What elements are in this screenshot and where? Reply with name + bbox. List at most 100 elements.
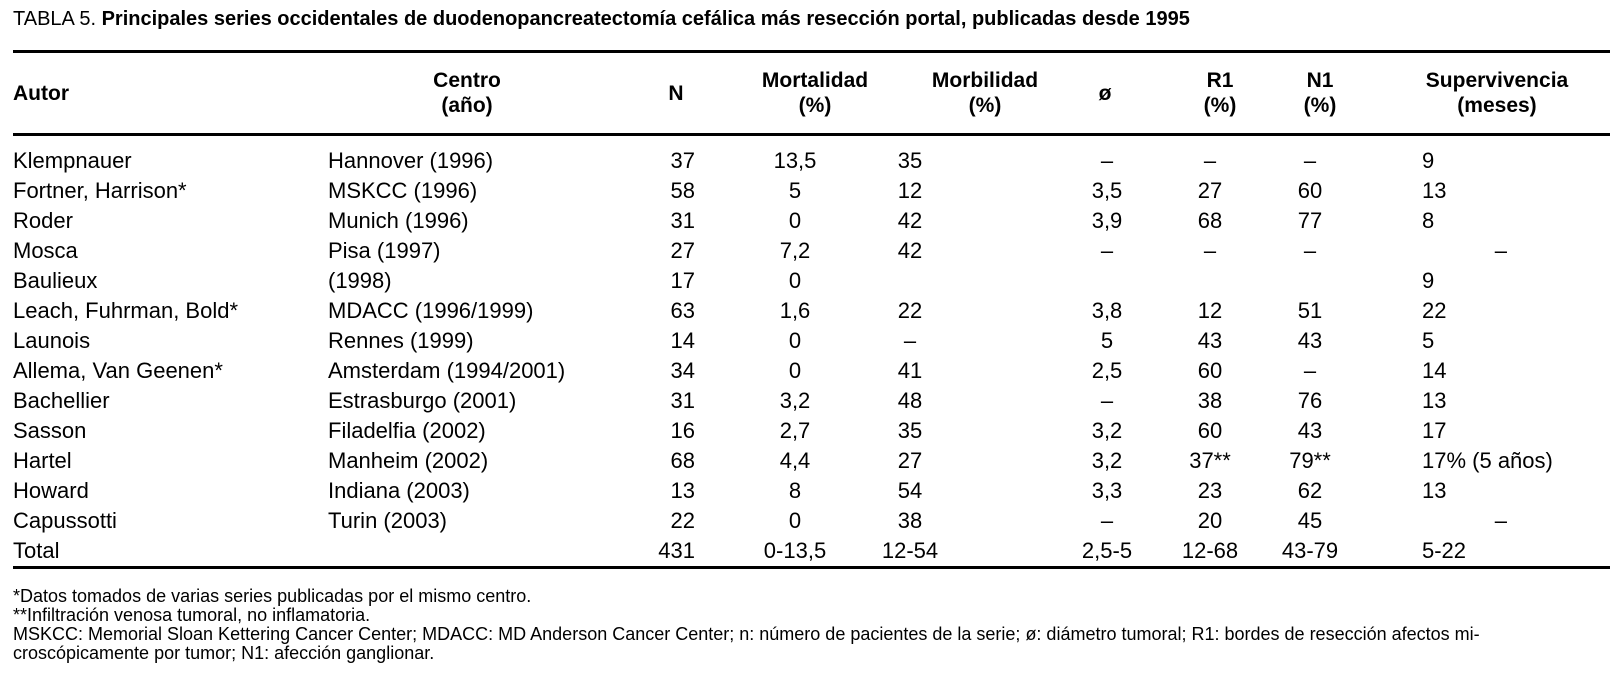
table-row: Sasson Filadelfia (2002) 16 2,7 35 3,2 60 43 17 [13, 416, 1610, 446]
cell-n: 58 [670, 178, 695, 203]
cell-supervivencia: 5-22 [1422, 538, 1467, 563]
cell-n: 13 [670, 478, 695, 503]
table-row: Fortner, Harrison* MSKCC (1996) 58 5 12 3,5 27… [13, 176, 1610, 206]
cell-r1: 60 [1197, 418, 1223, 443]
cell-mortalidad: 8 [788, 478, 802, 503]
cell-centro: Turin (2003) [328, 508, 448, 533]
cell-n1: – [1303, 358, 1317, 383]
cell-morbilidad: 48 [897, 388, 923, 413]
header-row: Autor Centro (año) N Mortalidad (%) Morbilidad… [13, 52, 1610, 135]
column-header-morbilidad: Morbilidad (%) [931, 69, 1039, 117]
footnote-line: *Datos tomados de varias series publicad… [13, 586, 532, 606]
cell-diametro: 5 [1100, 328, 1114, 353]
cell-diametro: 3,8 [1091, 298, 1123, 323]
cell-n: 22 [670, 508, 695, 533]
cell-diametro [1056, 266, 1170, 296]
cell-r1: – [1203, 148, 1217, 173]
cell-autor: Roder [13, 208, 73, 233]
cell-n1 [1270, 266, 1370, 296]
cell-n: 34 [670, 358, 695, 383]
cell-diametro: 2,5-5 [1081, 538, 1133, 563]
cell-r1: 43 [1197, 328, 1223, 353]
cell-supervivencia: 13 [1422, 478, 1447, 503]
cell-autor: Fortner, Harrison* [13, 178, 187, 203]
cell-n1: 77 [1297, 208, 1323, 233]
cell-n1: 79** [1289, 448, 1331, 473]
cell-centro: Munich (1996) [328, 208, 469, 233]
cell-supervivencia: 9 [1422, 268, 1435, 293]
cell-autor: Mosca [13, 238, 78, 263]
column-header-mortalidad: Mortalidad (%) [761, 69, 869, 117]
table-number-label: TABLA 5. [13, 8, 97, 30]
cell-r1: 27 [1197, 178, 1223, 203]
cell-morbilidad: 38 [897, 508, 923, 533]
cell-n1: 43 [1297, 418, 1323, 443]
cell-diametro: 3,2 [1091, 448, 1123, 473]
cell-diametro: 2,5 [1091, 358, 1123, 383]
table-row: Leach, Fuhrman, Bold* MDACC (1996/1999) 63… [13, 296, 1610, 326]
cell-r1: – [1203, 238, 1217, 263]
cell-supervivencia: 9 [1422, 148, 1435, 173]
cell-autor: Baulieux [13, 268, 98, 293]
cell-morbilidad: 27 [897, 448, 923, 473]
cell-r1: 20 [1197, 508, 1223, 533]
column-header-n: N [668, 81, 684, 105]
cell-diametro: 3,2 [1091, 418, 1123, 443]
cell-r1 [1170, 266, 1270, 296]
cell-mortalidad: 0 [788, 328, 802, 353]
cell-morbilidad: 12 [897, 178, 923, 203]
cell-mortalidad: 5 [788, 178, 802, 203]
cell-supervivencia: – [1494, 238, 1507, 263]
cell-n1: – [1303, 148, 1317, 173]
cell-centro: MSKCC (1996) [328, 178, 478, 203]
table-row: Launois Rennes (1999) 14 0 – 5 43 43 5 [13, 326, 1610, 356]
cell-autor: Bachellier [13, 388, 110, 413]
cell-diametro: – [1100, 148, 1114, 173]
footnotes: *Datos tomados de varias series publicad… [13, 587, 1610, 663]
cell-n: 31 [670, 388, 695, 413]
column-header-autor: Autor [13, 81, 69, 105]
cell-n: 17 [670, 268, 695, 293]
table-row: Total 431 0-13,5 12-54 2,5-5 12-68 43-79 5-22 [13, 536, 1610, 568]
cell-morbilidad: 54 [897, 478, 923, 503]
cell-r1: 60 [1197, 358, 1223, 383]
cell-morbilidad: 35 [897, 418, 923, 443]
table-row: Capussotti Turin (2003) 22 0 38 – 20 45 – [13, 506, 1610, 536]
cell-centro: Manheim (2002) [328, 448, 489, 473]
cell-n: 27 [670, 238, 695, 263]
cell-r1: 23 [1197, 478, 1223, 503]
cell-r1: 68 [1197, 208, 1223, 233]
page-title: TABLA 5. Principales series occidentales… [13, 6, 1610, 32]
cell-n: 31 [670, 208, 695, 233]
cell-centro: Rennes (1999) [328, 328, 474, 353]
cell-morbilidad: 12-54 [881, 538, 939, 563]
cell-mortalidad: 0 [788, 358, 802, 383]
table-title-text: Principales series occidentales de duode… [101, 8, 1190, 30]
cell-supervivencia: 13 [1422, 178, 1447, 203]
cell-mortalidad: 1,6 [779, 298, 811, 323]
cell-mortalidad: 0 [788, 268, 802, 293]
cell-morbilidad: 22 [897, 298, 923, 323]
cell-n: 68 [670, 448, 695, 473]
cell-morbilidad: – [903, 328, 917, 353]
cell-autor: Klempnauer [13, 148, 132, 173]
cell-supervivencia: 8 [1422, 208, 1435, 233]
cell-autor: Allema, Van Geenen* [13, 358, 223, 383]
cell-centro: Filadelfia (2002) [328, 418, 486, 443]
column-header-supervivencia: Supervivencia (meses) [1425, 69, 1569, 117]
cell-morbilidad [870, 266, 1056, 296]
cell-mortalidad: 0-13,5 [763, 538, 827, 563]
cell-n1: – [1303, 238, 1317, 263]
cell-r1: 37** [1189, 448, 1231, 473]
cell-n1: 60 [1297, 178, 1323, 203]
cell-morbilidad: 41 [897, 358, 923, 383]
cell-r1: 12-68 [1181, 538, 1239, 563]
cell-supervivencia: 14 [1422, 358, 1447, 383]
cell-mortalidad: 0 [788, 508, 802, 533]
cell-n1: 62 [1297, 478, 1323, 503]
cell-n: 37 [670, 148, 695, 173]
cell-n: 14 [670, 328, 695, 353]
cell-supervivencia: 17% (5 años) [1422, 448, 1553, 473]
cell-n1: 51 [1297, 298, 1323, 323]
